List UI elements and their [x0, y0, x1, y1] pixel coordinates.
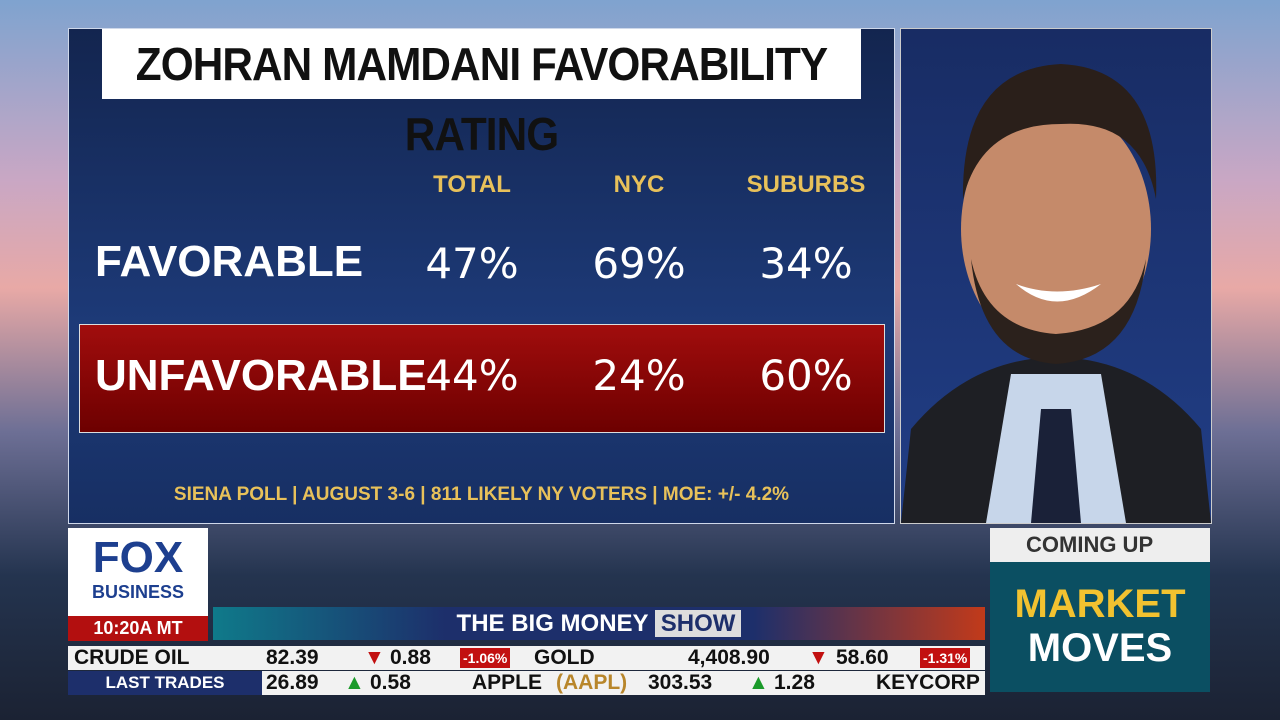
highlight-row	[79, 324, 885, 433]
cell: 44%	[425, 351, 519, 400]
show-suffix: SHOW	[654, 610, 742, 637]
ticker-percent: -1.06%	[460, 648, 511, 668]
row-label: UNFAVORABLE	[95, 351, 427, 400]
ticker-percent: -1.31%	[920, 648, 971, 668]
ticker-price: 303.53	[648, 671, 713, 694]
ticker-price: 4,408.90	[688, 646, 770, 669]
show-banner: THE BIG MONEY SHOW	[213, 607, 985, 640]
ticker-arrow: ▲	[344, 671, 365, 694]
ticker-symbol: (AAPL)	[556, 671, 628, 694]
column-header: NYC	[613, 171, 665, 198]
ticker-row: LAST TRADES 26.89 ▲ 0.58 APPLE (AAPL) 30…	[68, 671, 985, 695]
ticker-name: KEYCORP	[876, 671, 980, 694]
ticker-arrow: ▼	[808, 646, 829, 669]
cell: 60%	[759, 351, 853, 400]
portrait	[901, 64, 1211, 523]
ticker-price: 82.39	[266, 646, 319, 669]
coming-up-title: MARKET	[1014, 582, 1186, 626]
title: ZOHRAN MAMDANI FAVORABILITY RATING	[102, 29, 861, 160]
show-name: THE BIG MONEY	[456, 610, 649, 637]
ticker-price: 26.89	[266, 671, 319, 694]
ticker-change: 58.60	[836, 646, 889, 669]
source: SIENA POLL | AUGUST 3-6 | 811 LIKELY NY …	[173, 484, 790, 505]
cell: 69%	[592, 239, 686, 288]
network-logo: FOX BUSINESS	[68, 528, 208, 616]
coming-up-label: COMING UP	[990, 528, 1210, 562]
poll-panel: ZOHRAN MAMDANI FAVORABILITY RATING TOTAL…	[68, 28, 895, 524]
clock: 10:20A MT	[68, 616, 208, 641]
ticker-arrow: ▲	[748, 671, 769, 694]
coming-up: COMING UP MARKET MOVES	[990, 528, 1210, 692]
cell: 47%	[425, 239, 519, 288]
logo-text: FOX	[92, 533, 184, 582]
row-label: FAVORABLE	[95, 237, 364, 286]
ticker-row: CRUDE OIL 82.39 ▼ 0.88 -1.06% GOLD 4,408…	[68, 646, 985, 670]
column-header: SUBURBS	[746, 171, 866, 198]
ticker-change: 0.88	[390, 646, 431, 669]
ticker-change: 1.28	[774, 671, 815, 694]
cell: 34%	[759, 239, 853, 288]
ticker-name: GOLD	[534, 646, 595, 669]
ticker-change: 0.58	[370, 671, 411, 694]
coming-up-title: MOVES	[1027, 626, 1173, 670]
ticker-name: CRUDE OIL	[74, 646, 190, 669]
logo-text: BUSINESS	[91, 582, 185, 602]
column-header: TOTAL	[433, 171, 511, 198]
cell: 24%	[592, 351, 686, 400]
ticker-label: LAST TRADES	[68, 671, 262, 695]
ticker-name: APPLE	[472, 671, 543, 694]
photo	[900, 28, 1212, 524]
ticker-arrow: ▼	[364, 646, 385, 669]
